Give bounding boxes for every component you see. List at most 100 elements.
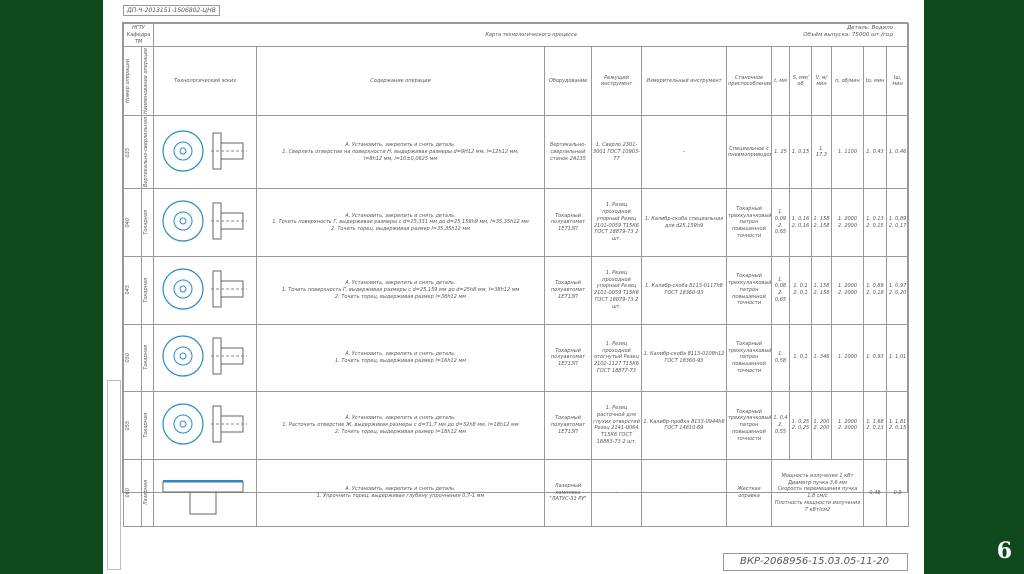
op-number: 035 xyxy=(125,147,131,158)
title-block: ВКР-2068956-15.03.05-11-20 xyxy=(723,553,908,571)
cutting-tool: 1. Резец проходной упорный Резец 2101-00… xyxy=(591,188,642,257)
cell-n: 1. 2000 2. 2000 xyxy=(831,255,864,325)
table-row: 045 Токарная А. Установить, закрепить и … xyxy=(123,255,910,325)
cell-tsh: 1. 0,89 2. 0,17 xyxy=(885,188,910,257)
table-row: 040 Токарная А. Установить, закрепить и … xyxy=(123,188,910,257)
op-name: Лазерная xyxy=(143,480,149,506)
header-row: Номер операции Наименование операции Тех… xyxy=(123,46,910,117)
cell-n: 1. 1100 xyxy=(831,115,864,190)
op-number: 040 xyxy=(125,217,131,228)
cell-n: 1. 2000 2. 2000 xyxy=(831,188,864,257)
header-op-num: Номер операции xyxy=(125,59,131,104)
equipment: Вертикально-сверлильный станок 2А135 xyxy=(544,115,592,190)
op-name: Токарная xyxy=(143,413,149,438)
part-sketch xyxy=(162,130,247,172)
sketch-cell xyxy=(153,115,257,190)
detail-info: Деталь: Водило Объём выпуска: 75000 шт./г… xyxy=(803,25,893,39)
equipment: Токарный полуавтомат 1Е713П xyxy=(544,391,592,460)
cell-v: 1. 158 2. 158 xyxy=(811,255,832,325)
sheet-label: НГТУ Кафедра ТМ xyxy=(123,22,154,48)
part-sketch xyxy=(162,268,247,310)
header-cutting: Режущий инструмент xyxy=(591,46,642,117)
cutting-tool: 1. Резец проходной упорный Резец 2101-00… xyxy=(591,255,642,325)
sketch-cell xyxy=(153,323,257,393)
header-measuring: Измерительный инструмент xyxy=(641,46,727,117)
part-sketch xyxy=(162,200,247,242)
fixture: Токарный трехкулачковый патрон повышенно… xyxy=(726,255,772,325)
cutting-tool: 1. Резец проходной отогнутый Резец 2102-… xyxy=(591,323,642,393)
cell-t: 1. 0,4 2. 0,55 xyxy=(771,391,790,460)
header-content: Содержание операции xyxy=(256,46,545,117)
cell-s: 1. 0,16 2. 0,16 xyxy=(789,188,812,257)
op-content: А. Установить, закрепить и снять деталь.… xyxy=(256,391,545,460)
fixture: Токарный трехкулачковый патрон повышенно… xyxy=(726,323,772,393)
cell-v: 1. 200 2. 200 xyxy=(811,391,832,460)
header-fixture: Станочное приспособление xyxy=(726,46,772,117)
card-title: Карта технологического процесса xyxy=(152,22,910,48)
cell-n: 1. 1000 xyxy=(831,323,864,393)
equipment: Токарный полуавтомат 1Е713П xyxy=(544,323,592,393)
header-v: V, м/мин xyxy=(811,46,832,117)
cell-to: 1. 0,93 xyxy=(863,323,887,393)
equipment: Лазерный комплекс "ЛАТУС-31 РУ" xyxy=(544,458,592,528)
fixture: Токарный трехкулачковый патрон повышенно… xyxy=(726,188,772,257)
cell-s: 1. 0,15 xyxy=(789,115,812,190)
part-sketch xyxy=(162,403,247,445)
cutting-tool: 1. Сверло 2301-3001 ГОСТ 10903-77 xyxy=(591,115,642,190)
measuring-tool: 1. Калибр-скоба 8113-0108h12 ГОСТ 18360-… xyxy=(641,323,727,393)
cell-tsh: 1. 0,46 xyxy=(885,115,910,190)
cutting-tool: – xyxy=(591,458,642,528)
equipment: Токарный полуавтомат 1Е713П xyxy=(544,255,592,325)
op-number: 050 xyxy=(125,353,131,363)
detail-name: Деталь: Водило xyxy=(846,25,893,31)
op-number: 055 xyxy=(125,420,131,431)
op-name: Вертикально-сверлильная xyxy=(143,117,149,188)
sketch-cell xyxy=(153,255,257,325)
table-row: 035 Вертикально-сверлильная А. Установит… xyxy=(123,115,910,190)
op-content: А. Установить, закрепить и снять деталь.… xyxy=(256,458,545,528)
fixture: Жесткая оправка xyxy=(726,458,772,528)
header-tsh: tш, мин xyxy=(885,46,910,117)
process-card-frame: Деталь: Водило Объём выпуска: 75000 шт./г… xyxy=(122,22,910,528)
table-row: 050 Токарная А. Установить, закрепить и … xyxy=(123,323,910,393)
cell-tsh: 1. 1,01 xyxy=(885,323,910,393)
op-name: Токарная xyxy=(143,277,149,303)
part-sketch xyxy=(162,335,247,378)
header-t: t, мм xyxy=(771,46,790,117)
slide-edge xyxy=(918,0,924,574)
op-number: 045 xyxy=(125,285,131,295)
table-row: 060 Лазерная А. Установить, закрепить и … xyxy=(123,458,910,528)
cell-v: 1. 17,3 xyxy=(811,115,832,190)
measuring-tool: 1. Калибр-скоба 8113-0117h8 ГОСТ 18360-9… xyxy=(641,255,727,325)
op-content: А. Установить, закрепить и снять деталь.… xyxy=(256,115,545,190)
page-number: 6 xyxy=(996,538,1012,564)
cell-tsh: 1. 0,97 2. 0,20 xyxy=(885,255,910,325)
fixture: Токарный трехкулачковый патрон повышенно… xyxy=(726,391,772,460)
cutting-tool: 1. Резец расточной для глухих отверстий … xyxy=(591,391,642,460)
part-sketch xyxy=(162,479,244,515)
fixture: Специальное с пневмоприводом xyxy=(726,115,772,190)
cell-t: 1. 0,09 2. 0,65 xyxy=(771,188,790,257)
cell-tsh: 0,9 xyxy=(885,458,910,528)
laser-params: Мощность излучения 1 кВт Диаметр пучка 3… xyxy=(771,458,864,528)
cell-s: 1. 0,1 2. 0,1 xyxy=(789,255,812,325)
cell-t: 1. 25 xyxy=(771,115,790,190)
op-name: Токарная xyxy=(143,210,149,235)
header-sketch: Технологический эскиз xyxy=(153,46,257,117)
document-code: ДП-Ч-2013151-1506802-ЦНВ xyxy=(123,5,220,16)
header-equipment: Оборудование xyxy=(544,46,592,117)
op-number: 060 xyxy=(125,488,131,498)
sketch-cell xyxy=(153,458,257,528)
op-content: А. Установить, закрепить и снять деталь.… xyxy=(256,188,545,257)
header-s: S, мм/об xyxy=(789,46,812,117)
side-stamp xyxy=(107,380,121,570)
table-row: 055 Токарная А. Установить, закрепить и … xyxy=(123,391,910,460)
cell-to: 0,48 xyxy=(863,458,887,528)
cell-v: 1. 158 2. 158 xyxy=(811,188,832,257)
cell-to: 1. 0,89 2. 0,18 xyxy=(863,255,887,325)
header-to: tо, мин xyxy=(863,46,887,117)
cell-t: 1. 0,58 xyxy=(771,323,790,393)
production-volume: Объём выпуска: 75000 шт./год xyxy=(803,32,893,39)
measuring-tool: – xyxy=(641,458,727,528)
drawing-sheet: ДП-Ч-2013151-1506802-ЦНВ Деталь: Водило О… xyxy=(103,0,918,574)
